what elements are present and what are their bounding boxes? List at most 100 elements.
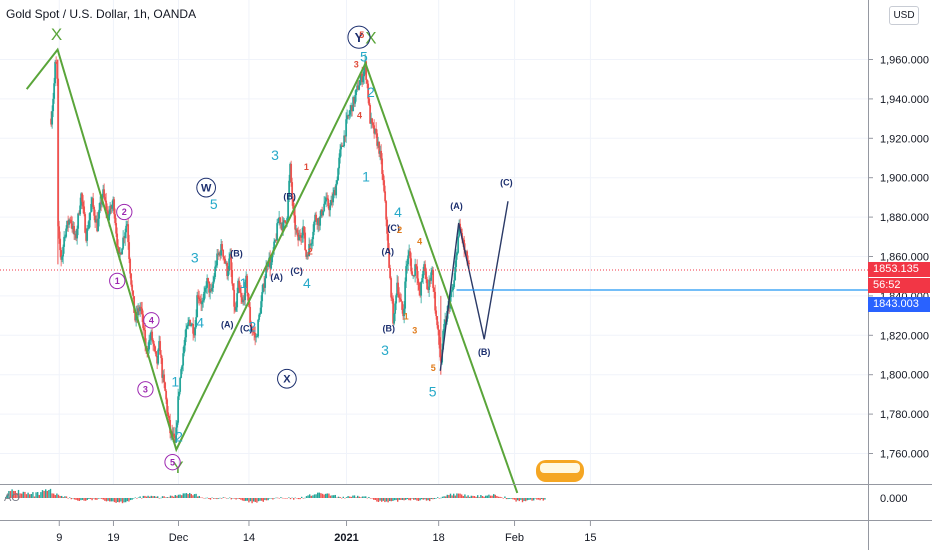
candle-body bbox=[316, 220, 319, 225]
ao-bar bbox=[320, 493, 322, 498]
ao-bar bbox=[33, 496, 36, 498]
ao-bar bbox=[296, 498, 298, 499]
candle-body bbox=[114, 214, 117, 224]
ao-bar bbox=[126, 498, 128, 502]
ao-bar bbox=[349, 496, 351, 498]
candle-body bbox=[345, 119, 348, 137]
candle-body bbox=[435, 310, 438, 317]
ao-bar bbox=[227, 498, 229, 499]
ao-bar bbox=[129, 498, 132, 501]
ao-bar bbox=[489, 495, 492, 498]
candle-body bbox=[389, 267, 392, 279]
y-tick-label: 1,780.000 bbox=[880, 409, 929, 421]
candle-body bbox=[361, 73, 364, 83]
candle-body bbox=[174, 436, 177, 443]
ao-bar bbox=[485, 495, 487, 498]
candle-body bbox=[109, 205, 112, 214]
ao-bar bbox=[301, 496, 303, 498]
candle-body bbox=[58, 226, 61, 239]
ao-bar bbox=[86, 498, 88, 500]
candle-body bbox=[452, 287, 455, 291]
candle-body bbox=[362, 76, 365, 83]
ao-bar bbox=[75, 498, 77, 500]
candle-body bbox=[397, 282, 400, 295]
ao-bar bbox=[35, 492, 37, 498]
candle-body bbox=[75, 233, 78, 239]
ao-bar bbox=[94, 498, 96, 500]
ao-bar bbox=[347, 496, 349, 498]
wave-label-circle bbox=[137, 381, 154, 398]
ao-bar bbox=[440, 497, 442, 499]
y-tick-label: 1,800.000 bbox=[880, 370, 929, 382]
ao-bar bbox=[393, 498, 396, 501]
candle-body bbox=[231, 269, 234, 284]
candle-body bbox=[332, 194, 335, 203]
candle-body bbox=[359, 80, 362, 86]
candle-body bbox=[442, 330, 445, 350]
ao-bar bbox=[357, 495, 359, 498]
ao-bar bbox=[459, 493, 461, 498]
currency-button[interactable]: USD bbox=[889, 6, 919, 25]
candle-body bbox=[108, 213, 111, 221]
ao-bar bbox=[219, 497, 221, 499]
ao-bar bbox=[21, 493, 23, 498]
ao-bar bbox=[336, 497, 338, 498]
wave-label: 4 bbox=[149, 315, 154, 325]
candle-body bbox=[226, 262, 229, 277]
ao-zero-label: 0.000 bbox=[880, 493, 908, 505]
ao-bar bbox=[497, 496, 500, 498]
ao-bar bbox=[377, 498, 380, 503]
ao-bar bbox=[365, 496, 367, 498]
candle-body bbox=[278, 217, 281, 223]
ao-bar bbox=[221, 498, 223, 499]
candle-body bbox=[161, 358, 164, 378]
ao-bar bbox=[454, 495, 456, 498]
candle-body bbox=[409, 251, 412, 259]
candle-body bbox=[394, 303, 397, 314]
ao-bar bbox=[381, 498, 383, 502]
wave-label: 2 bbox=[248, 318, 256, 334]
candle-body bbox=[335, 183, 338, 196]
candle-body bbox=[437, 325, 440, 330]
candle-body bbox=[333, 190, 336, 195]
candle-body bbox=[76, 228, 79, 239]
candle-body bbox=[338, 157, 341, 169]
ao-bar bbox=[25, 494, 28, 498]
wave-label: (B) bbox=[383, 323, 396, 333]
candle-body bbox=[181, 365, 184, 370]
ao-bar bbox=[443, 496, 445, 498]
ao-bar bbox=[17, 489, 20, 498]
candle-body bbox=[334, 190, 337, 196]
candle-body bbox=[201, 301, 204, 305]
ao-bar bbox=[205, 497, 207, 499]
candle-body bbox=[300, 237, 303, 238]
candle-body bbox=[405, 266, 408, 282]
ao-bar bbox=[477, 495, 479, 498]
ao-bar bbox=[182, 493, 184, 498]
candle-body bbox=[240, 292, 243, 298]
candle-body bbox=[124, 232, 127, 239]
ao-bar bbox=[99, 498, 101, 499]
candle-body bbox=[376, 133, 379, 146]
candle-body bbox=[205, 287, 208, 289]
ao-bar bbox=[531, 498, 533, 501]
ao-bar bbox=[448, 495, 450, 498]
candle-body bbox=[159, 341, 162, 355]
ao-bar bbox=[161, 496, 164, 498]
candle-body bbox=[370, 118, 373, 124]
wave-label: 1 bbox=[240, 275, 248, 291]
candle-body bbox=[288, 180, 291, 197]
candle-body bbox=[177, 396, 180, 423]
ao-bar bbox=[438, 498, 440, 499]
candle-body bbox=[414, 264, 417, 276]
candle-body bbox=[304, 232, 307, 251]
ao-bar bbox=[29, 494, 31, 498]
candle-body bbox=[131, 284, 134, 291]
ao-bar bbox=[328, 493, 330, 498]
candle-body bbox=[398, 294, 401, 298]
ao-bar bbox=[430, 498, 432, 500]
ao-bar bbox=[277, 497, 279, 499]
ao-bar bbox=[248, 498, 250, 503]
ao-bar bbox=[345, 497, 348, 498]
